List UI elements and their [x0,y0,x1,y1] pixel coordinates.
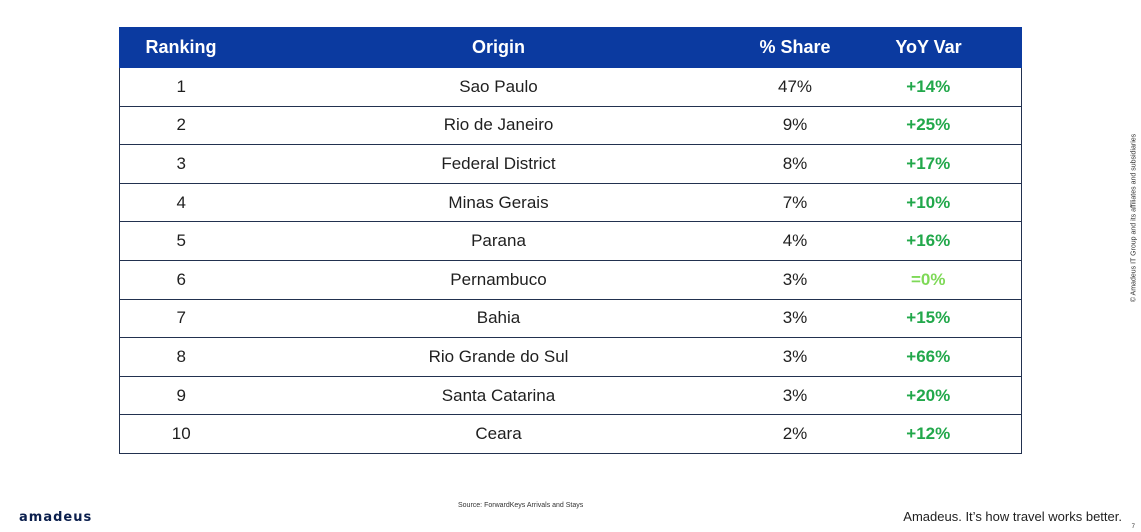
yoy-cell: +17% [835,144,1022,184]
origin-cell: Parana [242,221,755,261]
share-cell: 3% [754,259,836,300]
table-row: 5 Parana 4% +16% [119,221,1022,261]
header-ranking: Ranking [119,27,243,68]
page-number: 7 [1131,524,1135,530]
share-cell: 9% [754,105,836,146]
rank-cell: 4 [119,182,243,223]
rank-cell: 9 [119,375,243,416]
amadeus-logo: amadeus [19,510,93,525]
table-row: 3 Federal District 8% +17% [119,144,1022,184]
table-row: 9 Santa Catarina 3% +20% [119,375,1022,416]
header-yoy-var: YoY Var [835,27,1022,68]
rank-cell: 2 [119,105,243,146]
origin-cell: Rio Grande do Sul [242,337,755,377]
tagline: Amadeus. It’s how travel works better. [903,509,1122,524]
rank-cell: 5 [119,221,243,261]
origin-cell: Federal District [242,144,755,184]
rank-cell: 10 [119,414,243,454]
yoy-cell: +12% [835,414,1022,454]
yoy-cell: +20% [835,375,1022,416]
origin-cell: Pernambuco [242,259,755,300]
share-cell: 8% [754,144,836,184]
rank-cell: 3 [119,144,243,184]
origin-cell: Sao Paulo [242,67,755,107]
table-body: 1 Sao Paulo 47% +14% 2 Rio de Janeiro 9%… [119,67,1022,454]
rank-cell: 7 [119,298,243,339]
yoy-cell: +14% [835,67,1022,107]
table-row: 1 Sao Paulo 47% +14% [119,67,1022,107]
share-cell: 4% [754,221,836,261]
table-header-row: Ranking Origin % Share YoY Var [119,27,1022,68]
share-cell: 2% [754,414,836,454]
share-cell: 3% [754,375,836,416]
share-cell: 7% [754,182,836,223]
yoy-cell: =0% [835,259,1022,300]
table-row: 2 Rio de Janeiro 9% +25% [119,105,1022,146]
yoy-cell: +25% [835,105,1022,146]
rank-cell: 6 [119,259,243,300]
table-row: 6 Pernambuco 3% =0% [119,259,1022,300]
header-origin: Origin [242,27,755,68]
rank-cell: 1 [119,67,243,107]
origin-cell: Rio de Janeiro [242,105,755,146]
yoy-cell: +15% [835,298,1022,339]
share-cell: 3% [754,298,836,339]
table-row: 8 Rio Grande do Sul 3% +66% [119,337,1022,377]
header-share: % Share [754,27,836,68]
table-row: 10 Ceara 2% +12% [119,414,1022,454]
copyright-notice: © Amadeus IT Group and its affiliates an… [1130,133,1138,303]
share-cell: 3% [754,337,836,377]
yoy-cell: +16% [835,221,1022,261]
yoy-cell: +66% [835,337,1022,377]
origin-cell: Santa Catarina [242,375,755,416]
yoy-cell: +10% [835,182,1022,223]
origin-cell: Minas Gerais [242,182,755,223]
origin-ranking-table: Ranking Origin % Share YoY Var 1 Sao Pau… [119,27,1022,454]
table-row: 7 Bahia 3% +15% [119,298,1022,339]
origin-cell: Bahia [242,298,755,339]
table-row: 4 Minas Gerais 7% +10% [119,182,1022,223]
share-cell: 47% [754,67,836,107]
rank-cell: 8 [119,337,243,377]
source-note: Source: ForwardKeys Arrivals and Stays [458,502,584,509]
origin-ranking-table-container: Ranking Origin % Share YoY Var 1 Sao Pau… [119,27,1022,454]
origin-cell: Ceara [242,414,755,454]
